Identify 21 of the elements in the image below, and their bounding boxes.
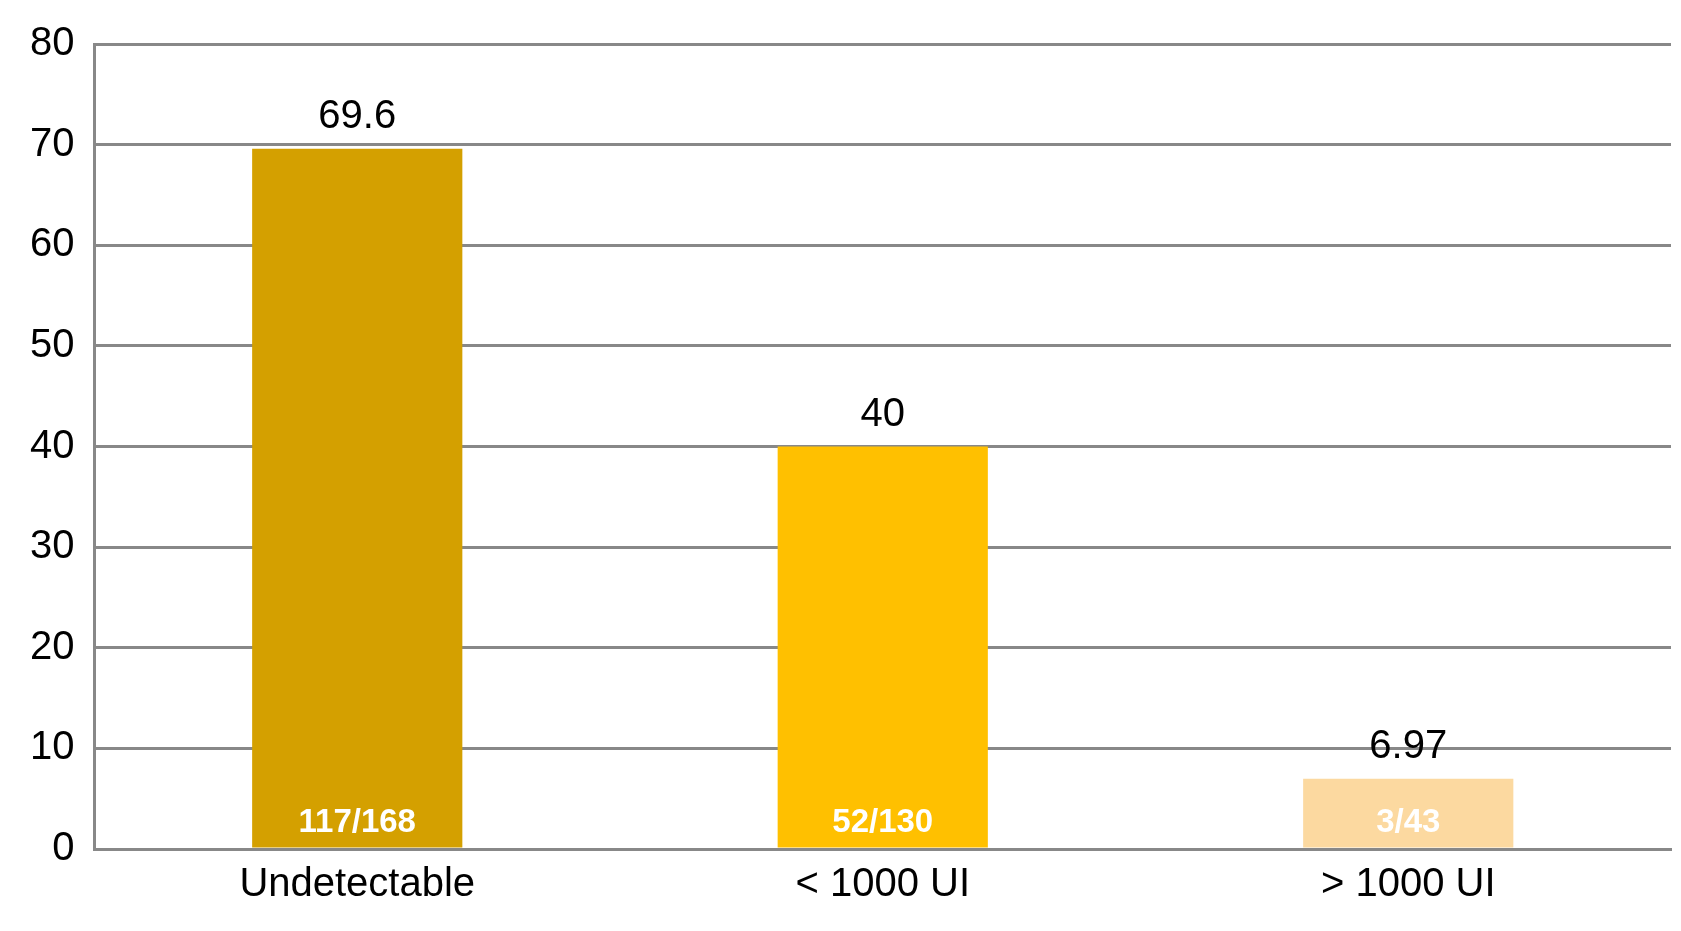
y-tick-label: 40	[29, 421, 75, 466]
y-tick-label: 70	[29, 119, 75, 164]
bar	[1303, 778, 1514, 848]
y-tick-label: 20	[29, 622, 75, 667]
annotation: 3/43	[1376, 801, 1441, 839]
y-tick-label: 50	[29, 320, 75, 365]
y-tick-label: 80	[29, 19, 75, 64]
data-label: 40	[860, 389, 905, 434]
x-tick-label: > 1000 UI	[1320, 860, 1496, 905]
y-tick-label: 10	[29, 723, 75, 768]
x-tick-label: < 1000 UI	[795, 860, 971, 905]
x-tick-label: Undetectable	[239, 860, 476, 905]
bar	[777, 446, 988, 848]
data-label: 69.6	[318, 91, 397, 136]
data-label: 6.97	[1369, 721, 1448, 766]
bar	[252, 148, 463, 848]
y-tick-label: 30	[29, 522, 75, 567]
y-tick-label: 0	[52, 824, 75, 869]
y-tick-label: 60	[29, 220, 75, 265]
annotation: 117/168	[298, 801, 416, 839]
annotation: 52/130	[832, 801, 934, 839]
